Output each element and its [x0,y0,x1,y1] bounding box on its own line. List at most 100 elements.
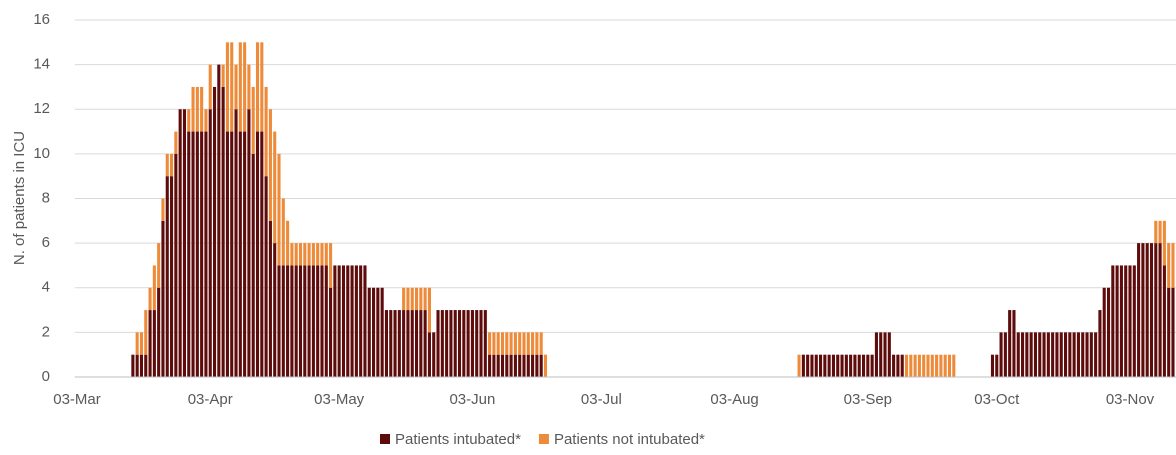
bar [161,220,165,377]
bar [866,354,870,377]
bar [157,243,161,288]
bar [363,265,367,377]
bar [1068,332,1072,377]
bar [853,354,857,377]
bar [819,354,823,377]
x-tick-label: 03-Mar [53,391,101,408]
bar [238,131,242,377]
bar [1162,220,1166,266]
bar [939,354,943,377]
bar [247,109,251,377]
bar [522,332,526,355]
x-tick-label: 03-Aug [710,391,758,408]
bar [535,354,539,377]
x-tick-label: 03-Nov [1106,391,1155,408]
y-tick-label: 8 [42,189,50,206]
bar [1106,287,1111,377]
bar [286,220,290,266]
bar [243,131,247,377]
bar [488,332,492,355]
bar [268,220,272,377]
bar [806,354,810,377]
x-tick-label: 03-Jul [581,391,622,408]
bar [913,354,917,377]
bar [260,131,264,377]
y-tick-label: 10 [33,145,50,162]
bar [1167,287,1171,377]
bar [230,131,234,377]
bar [303,265,307,377]
bar [432,332,436,377]
bar [1102,287,1106,377]
bar [414,310,419,377]
bar [243,42,247,132]
bar [341,265,346,377]
bar [470,310,474,377]
bar [268,109,272,221]
bar [281,198,285,266]
bar [200,86,204,132]
bar [509,354,513,377]
bar [1012,310,1016,377]
bar [1016,332,1020,377]
bar [513,332,517,355]
bar [217,64,221,377]
bar [526,354,530,377]
bar [402,287,406,311]
bar [320,265,324,377]
bar [887,332,891,377]
y-tick-label: 6 [42,234,50,251]
bar [161,198,165,221]
bar [513,354,517,377]
y-axis-title: N. of patients in ICU [11,131,28,265]
bar [307,265,311,377]
bar [543,354,548,377]
bar [144,310,148,355]
bar [139,332,144,355]
bar [831,354,835,377]
bar [526,332,530,355]
bar [947,354,952,377]
bar [810,354,814,377]
bar [414,287,419,311]
bar [1055,332,1059,377]
bar [531,354,535,377]
bar [139,354,144,377]
bar [836,354,840,377]
bar [500,332,505,355]
bar [208,109,212,377]
bar [1033,332,1038,377]
bar [870,354,874,377]
bar [238,42,242,132]
bar [827,354,831,377]
bar [427,287,431,333]
bar [170,153,174,177]
bar [419,287,423,311]
bar [135,332,139,355]
bar [1115,265,1119,377]
bar [157,287,161,377]
bar [874,332,878,377]
bar [423,287,427,311]
bar [329,287,333,377]
bar [531,332,535,355]
bar [1025,332,1029,377]
bar [174,131,178,154]
bar [926,354,930,377]
bar [999,332,1003,377]
bar [247,64,251,110]
bar [505,332,509,355]
x-tick-label: 03-Jun [449,391,495,408]
bar [1089,332,1093,377]
bar [264,86,268,177]
bar [1119,265,1123,377]
bar [255,42,260,132]
y-tick-label: 4 [42,279,50,296]
bar [316,265,320,377]
x-tick-label: 03-May [314,391,365,408]
bar [281,265,285,377]
bar [801,354,805,377]
y-tick-label: 16 [33,11,50,28]
bar [917,354,921,377]
bar [457,310,462,377]
